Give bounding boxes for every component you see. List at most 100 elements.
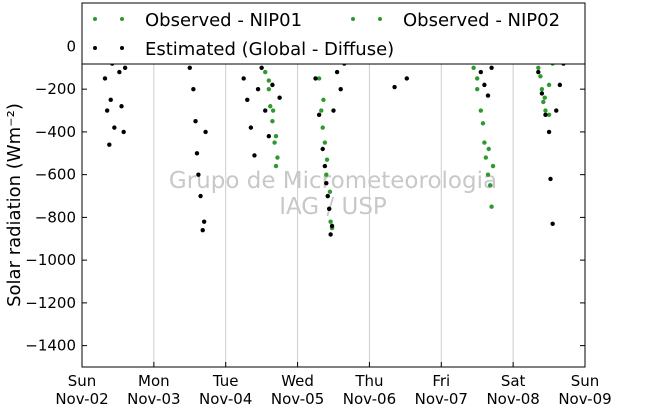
data-point-series-2 — [277, 95, 282, 100]
data-point-series-2 — [554, 108, 559, 113]
x-tick-label-day: Wed — [281, 372, 314, 390]
grid-lines — [153, 40, 514, 367]
data-point-series-0 — [487, 183, 493, 188]
data-point-series-2 — [108, 97, 113, 103]
data-point-series-2 — [329, 223, 335, 229]
y-tick-label: −1000 — [25, 251, 76, 269]
data-point-series-0 — [266, 86, 272, 92]
x-tick-label-date: Nov-07 — [415, 390, 468, 408]
data-point-series-2 — [489, 65, 494, 70]
data-point-series-2 — [107, 142, 112, 147]
legend-label-nip01: Observed - NIP01 — [145, 10, 302, 31]
data-point-series-1 — [324, 157, 330, 162]
data-point-series-2 — [191, 86, 196, 92]
data-point-series-0 — [536, 65, 541, 70]
data-point-series-2 — [313, 76, 318, 81]
data-point-series-0 — [270, 119, 275, 124]
legend-marker-estimated-a — [93, 46, 97, 50]
data-point-series-2 — [536, 69, 541, 75]
data-point-series-2 — [482, 82, 487, 88]
x-tick-label-day: Tue — [212, 372, 239, 390]
legend-marker-nip01-a — [93, 17, 97, 21]
data-point-series-2 — [322, 163, 328, 169]
data-point-series-2 — [404, 76, 409, 81]
data-point-series-0 — [275, 155, 280, 160]
data-point-series-2 — [245, 97, 250, 103]
data-point-series-0 — [263, 69, 268, 75]
data-point-series-2 — [539, 91, 545, 96]
data-point-series-2 — [122, 65, 128, 70]
data-point-series-2 — [196, 172, 201, 177]
data-point-series-2 — [266, 133, 272, 139]
y-tick-label: −1400 — [25, 337, 76, 355]
data-point-series-2 — [316, 112, 322, 118]
data-point-series-2 — [248, 125, 254, 130]
data-point-series-1 — [475, 76, 480, 81]
data-point-series-0 — [268, 104, 273, 109]
data-point-series-0 — [322, 140, 328, 145]
watermark-line-1: Grupo de Micrometeorologia — [169, 168, 497, 194]
data-point-series-2 — [263, 108, 268, 113]
legend-label-nip02: Observed - NIP02 — [403, 10, 560, 31]
data-point-series-2 — [320, 146, 325, 152]
data-point-series-2 — [102, 76, 108, 81]
data-point-series-1 — [273, 133, 279, 139]
data-point-series-2 — [334, 69, 340, 75]
x-tick-label-date: Nov-06 — [343, 390, 396, 408]
data-point-series-1 — [270, 108, 276, 113]
data-point-series-2 — [104, 108, 110, 113]
watermark: Grupo de Micrometeorologia IAG / USP — [169, 168, 497, 220]
watermark-line-2: IAG / USP — [279, 194, 387, 220]
data-point-series-1 — [542, 95, 547, 100]
data-point-series-2 — [325, 193, 330, 199]
y-axis-label: Solar radiation (Wm⁻²) — [4, 103, 25, 307]
x-tick-label-day: Sun — [571, 372, 600, 390]
data-point-series-2 — [252, 153, 257, 158]
data-point-series-0 — [324, 172, 329, 177]
data-point-series-2 — [550, 221, 555, 227]
legend-marker-estimated-b — [120, 46, 124, 50]
x-tick-label-date: Nov-09 — [558, 390, 611, 408]
data-point-series-0 — [541, 99, 546, 105]
data-point-series-0 — [319, 108, 324, 113]
data-point-series-1 — [480, 121, 486, 126]
data-point-series-2 — [193, 119, 198, 124]
data-point-series-2 — [338, 86, 343, 92]
data-point-series-2 — [117, 69, 122, 75]
data-point-series-2 — [392, 84, 397, 90]
data-point-series-2 — [198, 193, 203, 199]
data-point-series-0 — [543, 108, 548, 113]
y-tick-label: −400 — [35, 123, 76, 141]
legend-box — [81, 2, 586, 65]
data-point-series-0 — [272, 140, 277, 145]
data-point-series-0 — [539, 86, 545, 92]
data-point-series-2 — [241, 76, 246, 81]
data-point-series-0 — [320, 125, 325, 130]
data-point-series-0 — [273, 163, 279, 169]
data-point-series-2 — [485, 93, 491, 98]
x-tick-label-date: Nov-08 — [486, 390, 539, 408]
data-point-series-2 — [194, 151, 200, 156]
x-tick-label-date: Nov-05 — [271, 390, 324, 408]
data-point-series-0 — [485, 172, 491, 177]
x-tick-label-day: Sun — [68, 372, 97, 390]
data-point-series-0 — [475, 86, 480, 92]
data-point-series-0 — [483, 155, 489, 160]
data-point-series-2 — [326, 206, 332, 212]
y-axis: 0 −200 −400 −600 −800 −1000 −1200 −1400 — [25, 37, 585, 355]
legend-marker-nip01-b — [120, 17, 124, 21]
y-tick-label: 0 — [66, 37, 76, 55]
data-point-series-1 — [538, 74, 543, 79]
data-point-series-0 — [546, 82, 552, 88]
data-point-series-2 — [546, 129, 552, 135]
x-tick-label-date: Nov-04 — [199, 390, 252, 408]
data-point-series-1 — [266, 78, 272, 83]
data-point-series-2 — [548, 176, 553, 182]
legend-label-estimated: Estimated (Global - Diffuse) — [145, 39, 394, 60]
data-point-series-1 — [486, 146, 491, 152]
x-tick-label-day: Thu — [354, 372, 383, 390]
data-point-series-0 — [482, 140, 487, 145]
data-point-series-0 — [316, 76, 322, 81]
data-point-series-2 — [119, 104, 124, 109]
data-point-series-2 — [259, 65, 264, 70]
